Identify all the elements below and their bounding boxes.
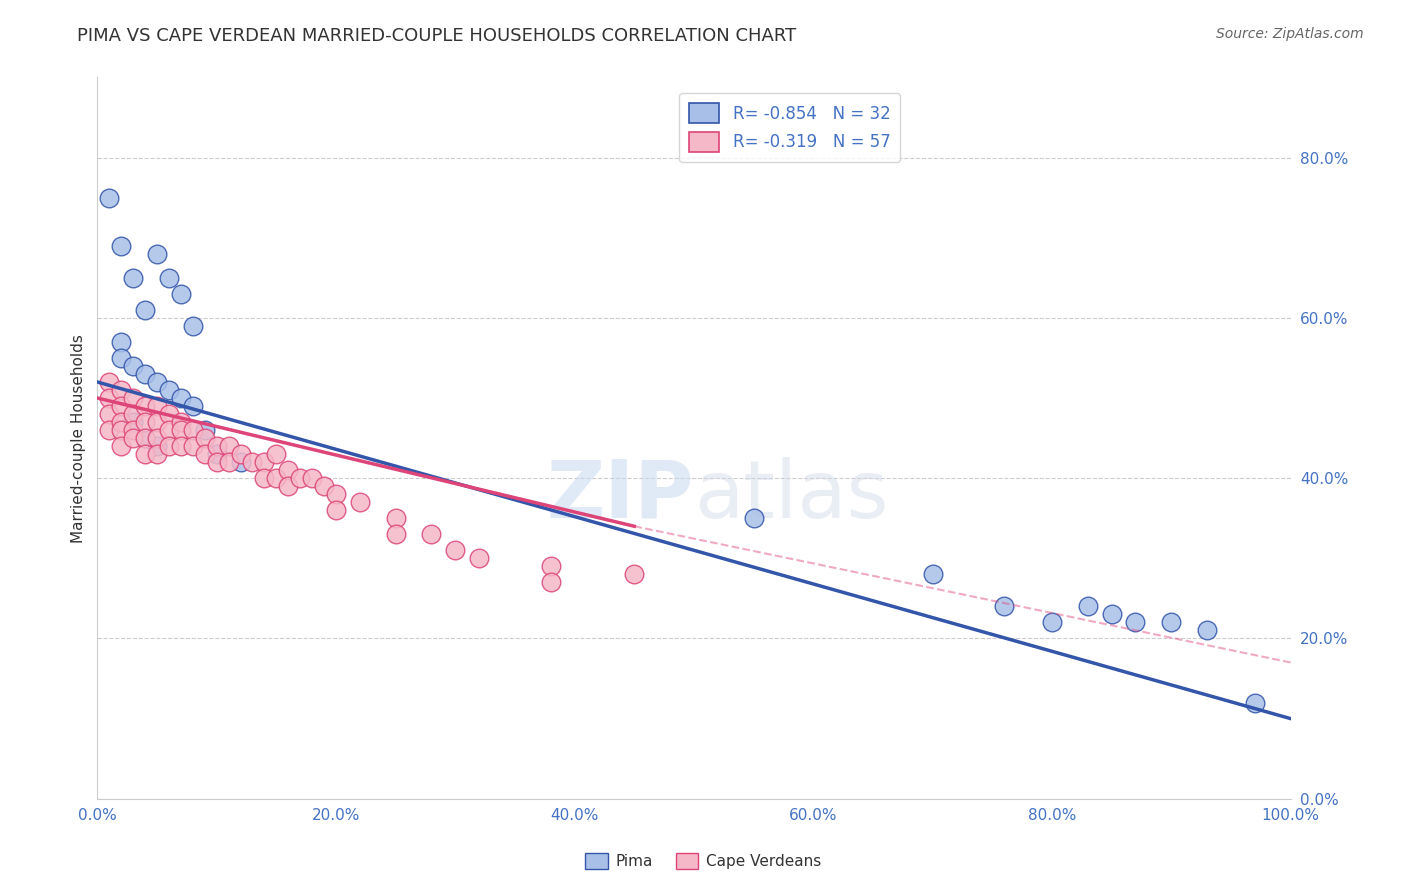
Point [1125, 615, 1147, 630]
Point [384, 527, 406, 541]
Text: Source: ZipAtlas.com: Source: ZipAtlas.com [1216, 27, 1364, 41]
Point [229, 447, 252, 461]
Point [110, 351, 132, 365]
Point [218, 439, 240, 453]
Point [98, 191, 121, 205]
Point [146, 431, 169, 445]
Point [110, 439, 132, 453]
Point [266, 471, 288, 485]
Point [157, 383, 180, 397]
Point [157, 270, 180, 285]
Point [420, 527, 443, 541]
Point [325, 487, 347, 501]
Point [181, 318, 204, 333]
Point [229, 455, 252, 469]
Point [157, 423, 180, 437]
Point [146, 399, 169, 413]
Point [742, 511, 765, 525]
Point [181, 399, 204, 413]
Point [134, 415, 156, 429]
Point [301, 471, 323, 485]
Point [277, 479, 299, 493]
Point [122, 431, 145, 445]
Point [384, 511, 406, 525]
Point [157, 407, 180, 421]
Point [623, 567, 645, 582]
Point [1160, 615, 1182, 630]
Point [110, 334, 132, 349]
Point [170, 439, 193, 453]
Point [253, 471, 276, 485]
Point [468, 551, 491, 566]
Point [110, 239, 132, 253]
Point [122, 391, 145, 405]
Point [146, 447, 169, 461]
Point [122, 423, 145, 437]
Point [134, 399, 156, 413]
Point [170, 415, 193, 429]
Point [122, 270, 145, 285]
Point [170, 391, 193, 405]
Point [98, 391, 121, 405]
Text: PIMA VS CAPE VERDEAN MARRIED-COUPLE HOUSEHOLDS CORRELATION CHART: PIMA VS CAPE VERDEAN MARRIED-COUPLE HOUS… [77, 27, 797, 45]
Point [194, 431, 217, 445]
Point [181, 439, 204, 453]
Point [146, 375, 169, 389]
Point [134, 431, 156, 445]
Point [1040, 615, 1063, 630]
Point [218, 455, 240, 469]
Legend: R= -0.854   N = 32, R= -0.319   N = 57: R= -0.854 N = 32, R= -0.319 N = 57 [679, 93, 900, 162]
Point [98, 423, 121, 437]
Point [205, 447, 228, 461]
Point [993, 599, 1015, 614]
Point [290, 471, 312, 485]
Point [110, 383, 132, 397]
Point [181, 423, 204, 437]
Point [122, 407, 145, 421]
Point [146, 439, 169, 453]
Point [277, 463, 299, 477]
Point [122, 415, 145, 429]
Point [134, 302, 156, 317]
Point [325, 503, 347, 517]
Point [242, 455, 264, 469]
Y-axis label: Married-couple Households: Married-couple Households [72, 334, 86, 542]
Point [540, 575, 562, 590]
Point [205, 455, 228, 469]
Point [253, 455, 276, 469]
Point [444, 543, 467, 558]
Point [921, 567, 943, 582]
Point [134, 367, 156, 381]
Point [1101, 607, 1123, 622]
Point [110, 415, 132, 429]
Point [205, 439, 228, 453]
Text: ZIP: ZIP [547, 457, 695, 535]
Point [1197, 624, 1219, 638]
Point [1243, 696, 1265, 710]
Point [98, 407, 121, 421]
Point [1077, 599, 1099, 614]
Point [98, 375, 121, 389]
Text: atlas: atlas [695, 457, 889, 535]
Point [110, 399, 132, 413]
Point [349, 495, 371, 509]
Legend: Pima, Cape Verdeans: Pima, Cape Verdeans [578, 847, 828, 875]
Point [170, 286, 193, 301]
Point [194, 447, 217, 461]
Point [194, 423, 217, 437]
Point [134, 447, 156, 461]
Point [170, 423, 193, 437]
Point [266, 447, 288, 461]
Point [122, 359, 145, 373]
Point [134, 431, 156, 445]
Point [146, 415, 169, 429]
Point [110, 423, 132, 437]
Point [146, 246, 169, 260]
Point [540, 559, 562, 574]
Point [157, 439, 180, 453]
Point [312, 479, 335, 493]
